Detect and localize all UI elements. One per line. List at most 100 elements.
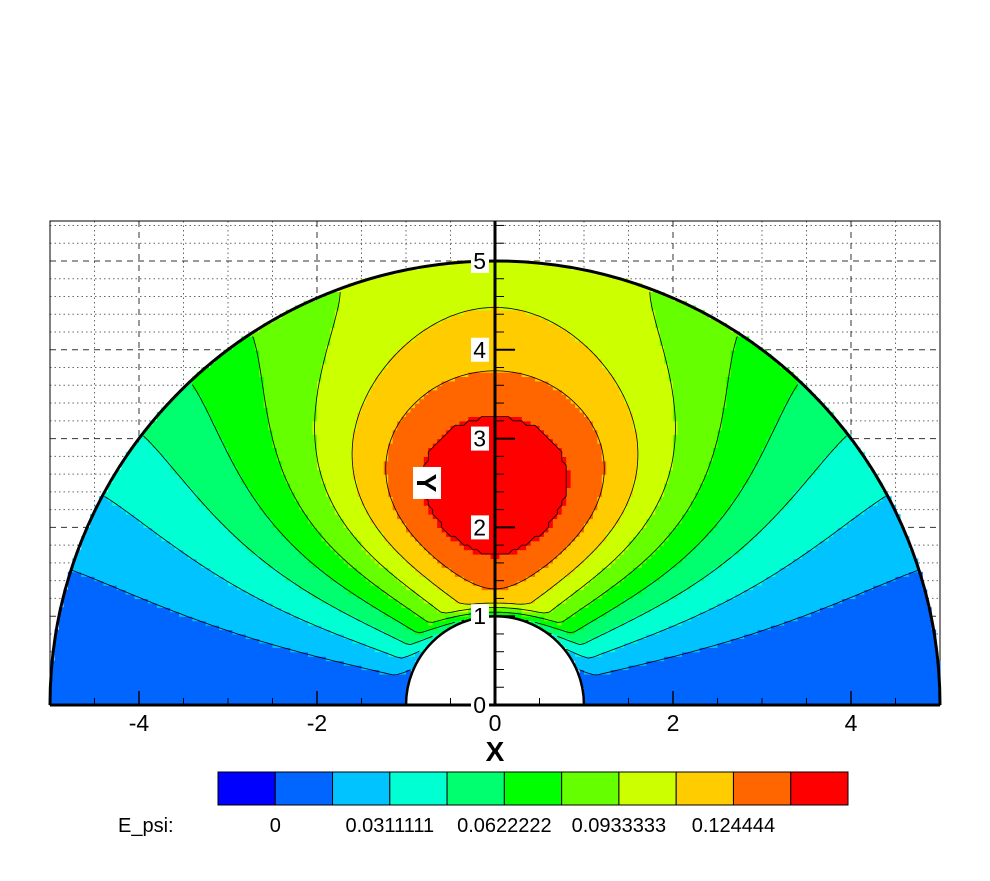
contour-cell <box>899 616 905 622</box>
contour-cell <box>343 678 349 684</box>
contour-cell <box>543 616 549 622</box>
contour-cell <box>365 585 371 591</box>
contour-cell <box>793 665 799 671</box>
contour-cell <box>183 660 189 666</box>
contour-cell <box>802 660 808 666</box>
contour-cell <box>828 593 834 600</box>
contour-cell <box>926 665 932 671</box>
contour-cell <box>637 625 643 631</box>
contour-cell <box>721 669 727 675</box>
contour-cell <box>272 593 278 600</box>
contour-cell <box>432 611 438 617</box>
contour-cell <box>646 585 652 591</box>
contour-cell <box>655 687 661 693</box>
contour-cell <box>103 660 109 666</box>
contour-cell <box>134 696 140 702</box>
contour-cell <box>187 687 193 693</box>
contour-cell <box>895 651 901 657</box>
contour-cell <box>628 682 634 688</box>
contour-cell <box>285 673 291 679</box>
contour-cell <box>779 700 785 706</box>
contour-cell <box>895 682 901 688</box>
contour-cell <box>592 633 598 639</box>
contour-cell <box>317 682 323 688</box>
contour-cell <box>859 620 865 626</box>
contour-cell <box>50 696 56 702</box>
contour-cell <box>397 580 403 586</box>
contour-cell <box>228 656 234 662</box>
contour-cell <box>708 682 714 688</box>
contour-cell <box>766 638 772 644</box>
contour-cell <box>828 616 834 622</box>
contour-cell <box>646 633 652 639</box>
contour-cell <box>121 656 127 662</box>
contour-cell <box>681 642 687 648</box>
contour-cell <box>357 647 363 653</box>
contour-cell <box>615 669 621 675</box>
contour-cell <box>352 660 358 666</box>
contour-cell <box>557 616 563 622</box>
contour-cell <box>281 656 287 662</box>
contour-cell <box>276 669 282 675</box>
contour-cell <box>428 611 434 617</box>
contour-cell <box>98 593 104 600</box>
contour-cell <box>236 620 242 626</box>
contour-cell <box>254 598 260 604</box>
contour-cell <box>753 687 759 693</box>
contour-cell <box>268 611 274 617</box>
contour-cell <box>165 602 171 608</box>
contour-cell <box>263 607 269 613</box>
contour-cell <box>147 696 153 702</box>
contour-cell <box>236 585 242 591</box>
contour-cell <box>535 580 541 586</box>
contour-cell <box>748 589 754 595</box>
contour-cell <box>121 651 127 657</box>
contour-cell <box>170 629 176 635</box>
contour-cell <box>775 687 781 693</box>
contour-cell <box>899 602 905 608</box>
contour-cell <box>735 607 741 613</box>
contour-cell <box>365 687 371 693</box>
contour-cell <box>236 638 242 644</box>
contour-cell <box>757 633 763 639</box>
contour-cell <box>263 580 269 586</box>
contour-cell <box>165 611 171 617</box>
contour-cell <box>290 625 296 631</box>
contour-cell <box>90 607 96 613</box>
contour-cell <box>214 660 220 666</box>
contour-cell <box>628 656 634 662</box>
contour-cell <box>268 633 274 639</box>
contour-cell <box>917 647 923 653</box>
contour-cell <box>348 673 354 679</box>
contour-cell <box>397 629 403 635</box>
contour-cell <box>365 607 371 613</box>
contour-cell <box>365 580 371 586</box>
contour-cell <box>414 647 420 653</box>
contour-cell <box>615 593 621 600</box>
contour-cell <box>899 580 905 586</box>
contour-cell <box>459 602 465 608</box>
contour-cell <box>317 647 323 653</box>
contour-cell <box>797 651 803 657</box>
contour-cell <box>619 589 625 595</box>
contour-cell <box>312 611 318 617</box>
contour-cell <box>904 682 910 688</box>
contour-cell <box>156 585 162 591</box>
contour-cell <box>263 682 269 688</box>
contour-cell <box>530 585 536 591</box>
contour-cell <box>285 602 291 608</box>
contour-cell <box>268 673 274 679</box>
contour-cell <box>130 669 136 675</box>
contour-cell <box>174 580 180 586</box>
contour-cell <box>601 660 607 666</box>
contour-cell <box>628 598 634 604</box>
contour-cell <box>179 665 185 671</box>
contour-cell <box>365 647 371 653</box>
contour-cell <box>379 665 385 671</box>
contour-cell <box>775 585 781 591</box>
contour-cell <box>112 598 118 604</box>
contour-cell <box>325 611 331 617</box>
contour-cell <box>695 687 701 693</box>
contour-cell <box>352 580 358 586</box>
contour-cell <box>833 629 839 635</box>
